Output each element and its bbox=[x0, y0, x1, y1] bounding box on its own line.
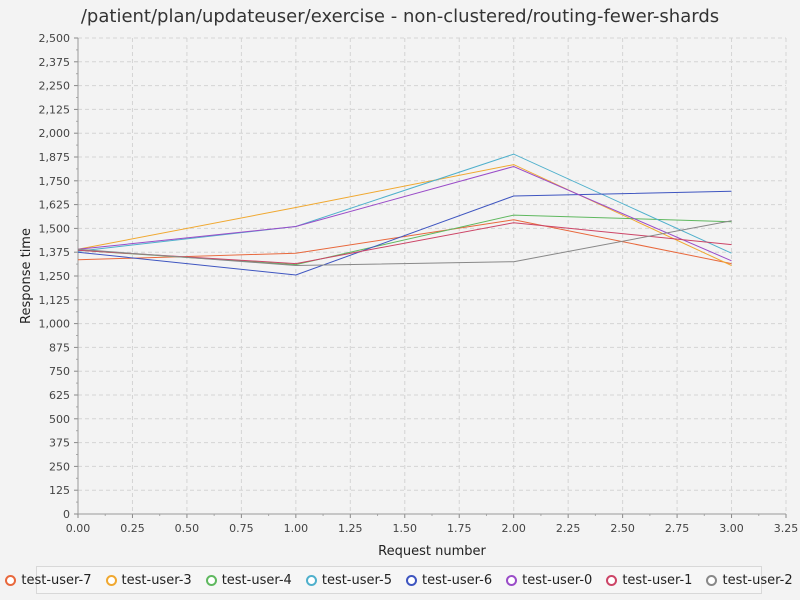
legend-item-test-user-1: test-user-1 bbox=[606, 573, 692, 588]
x-axis-title: Request number bbox=[378, 544, 486, 559]
x-tick-label: 0.25 bbox=[120, 522, 145, 535]
legend-item-test-user-3: test-user-3 bbox=[105, 572, 192, 588]
legend-marker-icon bbox=[706, 574, 718, 586]
axes: 0 125 250 375 500 625 750 875 1,000 1,125 1,250 1,3… bbox=[39, 32, 799, 535]
x-tick-label: 2.25 bbox=[556, 522, 581, 535]
x-tick-label: 1.75 bbox=[447, 522, 472, 535]
y-tick-label: 750 bbox=[49, 365, 70, 378]
y-tick-label: 2,000 bbox=[39, 127, 71, 140]
series-line-test-user-5 bbox=[77, 153, 732, 254]
y-tick-label: 2,125 bbox=[39, 103, 71, 116]
series-lines bbox=[77, 153, 732, 276]
series-line-test-user-2 bbox=[77, 220, 732, 267]
legend-label: test-user-4 bbox=[221, 572, 292, 588]
chart-title: /patient/plan/updateuser/exercise - non-… bbox=[80, 6, 720, 27]
y-tick-label: 1,500 bbox=[39, 222, 71, 235]
x-tick-label: 0.75 bbox=[229, 522, 254, 535]
legend-marker-icon bbox=[5, 574, 17, 586]
y-tick-label: 625 bbox=[49, 389, 70, 402]
y-tick-label: 2,375 bbox=[39, 56, 71, 69]
x-tick-label: 0.00 bbox=[66, 522, 91, 535]
legend-item-test-user-6: test-user-6 bbox=[406, 573, 492, 588]
y-tick-label: 1,750 bbox=[39, 175, 71, 188]
legend-item-test-user-4: test-user-4 bbox=[205, 572, 292, 588]
legend-marker-icon bbox=[105, 574, 117, 586]
y-tick-label: 1,375 bbox=[39, 246, 71, 259]
x-tick-label: 1.50 bbox=[393, 522, 418, 535]
y-tick-label: 875 bbox=[49, 341, 70, 354]
y-tick-label: 375 bbox=[49, 437, 70, 450]
y-tick-label: 1,250 bbox=[39, 270, 71, 283]
x-tick-label: 2.75 bbox=[665, 522, 690, 535]
legend-label: test-user-1 bbox=[622, 572, 693, 588]
x-tick-label: 1.00 bbox=[284, 522, 309, 535]
legend-item-test-user-0: test-user-0 bbox=[506, 573, 592, 588]
legend-marker-icon bbox=[406, 574, 417, 586]
y-tick-label: 1,875 bbox=[39, 151, 71, 164]
y-tick-label: 250 bbox=[49, 460, 70, 473]
legend-marker-icon bbox=[305, 574, 317, 586]
legend-marker-icon bbox=[606, 574, 618, 586]
series-line-test-user-6 bbox=[77, 190, 732, 276]
legend-marker-icon bbox=[506, 574, 518, 586]
y-tick-label: 125 bbox=[49, 484, 70, 497]
y-axis-title: Response time bbox=[19, 228, 34, 324]
x-tick-label: 1.25 bbox=[338, 522, 363, 535]
x-tick-label: 0.50 bbox=[175, 522, 200, 535]
legend-item-test-user-7: test-user-7 bbox=[5, 572, 92, 588]
y-tick-label: 2,250 bbox=[39, 80, 71, 93]
legend-label: test-user-7 bbox=[21, 572, 92, 588]
x-tick-label: 2.50 bbox=[610, 522, 635, 535]
y-tick-label: 1,125 bbox=[39, 294, 71, 307]
legend-label: test-user-0 bbox=[522, 572, 593, 588]
legend-label: test-user-5 bbox=[321, 572, 392, 588]
x-tick-label: 2.00 bbox=[501, 522, 526, 535]
series-line-test-user-0 bbox=[77, 165, 732, 262]
y-tick-label: 1,625 bbox=[39, 199, 71, 212]
series-line-test-user-3 bbox=[77, 164, 732, 266]
legend-label: test-user-6 bbox=[422, 572, 493, 588]
y-tick-label: 1,000 bbox=[39, 318, 71, 331]
x-tick-label: 3.25 bbox=[774, 522, 799, 535]
legend-marker-icon bbox=[205, 574, 217, 586]
legend-label: test-user-3 bbox=[121, 572, 192, 588]
legend-item-test-user-5: test-user-5 bbox=[305, 572, 392, 588]
legend-label: test-user-2 bbox=[722, 572, 793, 588]
legend: test-user-7 test-user-3 test-user-4 test-us… bbox=[5, 566, 793, 594]
y-tick-label: 500 bbox=[49, 413, 70, 426]
y-tick-label: 2,500 bbox=[39, 32, 71, 45]
legend-item-test-user-2: test-user-2 bbox=[706, 572, 793, 588]
x-tick-label: 3.00 bbox=[719, 522, 744, 535]
y-tick-label: 0 bbox=[63, 508, 70, 521]
